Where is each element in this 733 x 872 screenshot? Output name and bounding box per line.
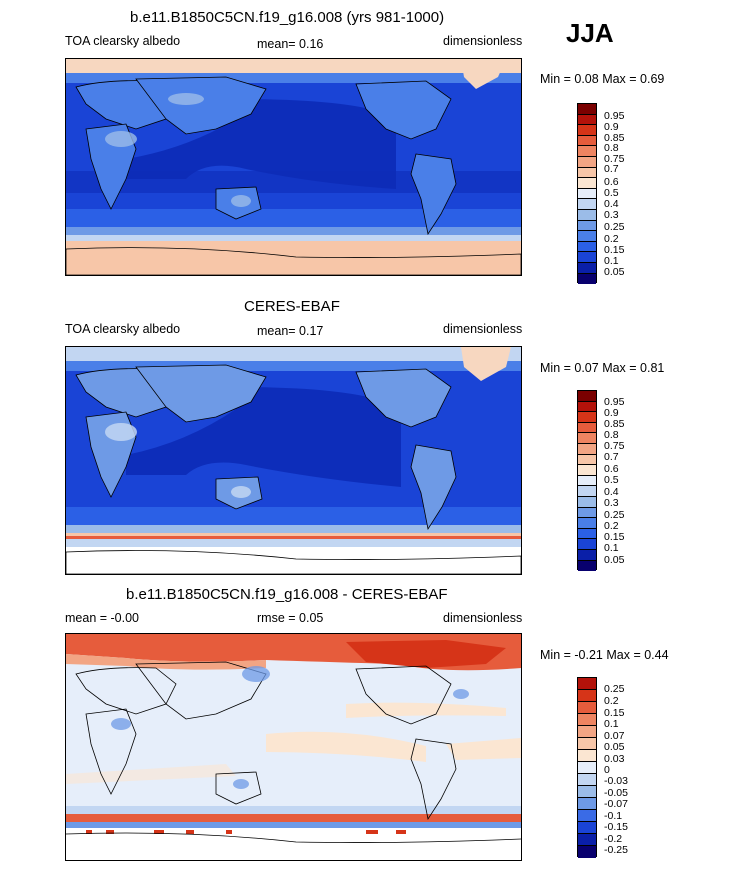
panel1-colorbar-tick: 0.3 [604, 209, 619, 221]
panel1-colorbar-tick: 0.8 [604, 142, 619, 154]
panel1-colorbar-tick: 0.4 [604, 198, 619, 210]
panel3-colorbar-tick: -0.25 [604, 844, 628, 856]
panel3-colorbar-tick: 0.03 [604, 753, 625, 765]
panel3-colorbar-tick: 0.15 [604, 707, 625, 719]
panel2-colorbar-tick: 0.95 [604, 396, 625, 408]
panel1-units-label: dimensionless [443, 34, 523, 48]
panel3-rmse-label: rmse = 0.05 [257, 611, 324, 625]
panel2-colorbar-tick: 0.5 [604, 474, 619, 486]
panel1-colorbar-tick: 0.2 [604, 233, 619, 245]
panel2-colorbar-tick: 0.4 [604, 486, 619, 498]
panel2-colorbar-tick: 0.75 [604, 440, 625, 452]
panel3-mean-label: mean = -0.00 [65, 611, 140, 625]
panel2-colorbar-tick: 0.15 [604, 531, 625, 543]
panel3-colorbar-tick: -0.03 [604, 775, 628, 787]
panel1-colorbar-tick: 0.95 [604, 110, 625, 122]
panel2-colorbar-tick: 0.9 [604, 407, 619, 419]
panel2-colorbar [577, 390, 597, 572]
panel3-colorbar-tick: 0.1 [604, 718, 619, 730]
panel1-colorbar-tick: 0.7 [604, 163, 619, 175]
panel3-minmax-label: Min = -0.21 Max = 0.44 [540, 648, 669, 662]
season-label: JJA [566, 18, 614, 48]
panel1-colorbar-tick: 0.15 [604, 244, 625, 256]
panel1-colorbar-tick: 0.05 [604, 266, 625, 278]
panel3-colorbar-tick: 0.25 [604, 683, 625, 695]
panel2-title: CERES-EBAF [244, 298, 340, 315]
panel2-units-label: dimensionless [443, 322, 523, 336]
panel1-map [65, 58, 522, 276]
panel2-map [65, 346, 522, 575]
panel2-colorbar-tick: 0.1 [604, 542, 619, 554]
panel1-colorbar-tick: 0.85 [604, 132, 625, 144]
panel3-colorbar-tick: 0.07 [604, 730, 625, 742]
panel1-variable-label: TOA clearsky albedo [65, 34, 181, 48]
panel2-colorbar-tick: 0.6 [604, 463, 619, 475]
panel2-colorbar-tick: 0.8 [604, 429, 619, 441]
panel3-units-label: dimensionless [443, 611, 523, 625]
panel2-minmax-label: Min = 0.07 Max = 0.81 [540, 361, 665, 375]
panel1-colorbar-tick: 0.75 [604, 153, 625, 165]
panel1-minmax-label: Min = 0.08 Max = 0.69 [540, 72, 665, 86]
panel3-colorbar-tick: -0.2 [604, 833, 623, 845]
panel1-colorbar-tick: 0.25 [604, 221, 625, 233]
panel2-variable-label: TOA clearsky albedo [65, 322, 181, 336]
panel3-colorbar-tick: -0.05 [604, 787, 628, 799]
panel2-colorbar-tick: 0.7 [604, 451, 619, 463]
panel2-mean-label: mean= 0.17 [257, 324, 324, 338]
panel1-mean-label: mean= 0.16 [257, 37, 324, 51]
panel2-colorbar-tick: 0.3 [604, 497, 619, 509]
panel1-title: b.e11.B1850C5CN.f19_g16.008 (yrs 981-100… [130, 9, 445, 26]
panel1-colorbar-tick: 0.9 [604, 121, 619, 133]
panel3-colorbar-tick: -0.1 [604, 810, 623, 822]
panel2-colorbar-tick: 0.2 [604, 520, 619, 532]
panel2-colorbar-tick: 0.05 [604, 554, 625, 566]
panel3-colorbar-tick: -0.15 [604, 821, 628, 833]
panel3-colorbar-tick: 0.05 [604, 741, 625, 753]
panel2-colorbar-tick: 0.85 [604, 418, 625, 430]
panel3-colorbar-tick: 0 [604, 764, 610, 776]
panel3-colorbar-tick: 0.2 [604, 695, 619, 707]
panel1-colorbar [577, 103, 597, 285]
panel2-colorbar-tick: 0.25 [604, 509, 625, 521]
panel3-map [65, 633, 522, 861]
panel3-colorbar-tick: -0.07 [604, 798, 628, 810]
panel1-colorbar-tick: 0.1 [604, 255, 619, 267]
panel1-colorbar-tick: 0.5 [604, 187, 619, 199]
panel3-colorbar [577, 677, 597, 858]
panel1-colorbar-tick: 0.6 [604, 176, 619, 188]
panel3-title: b.e11.B1850C5CN.f19_g16.008 - CERES-EBAF [126, 586, 448, 603]
